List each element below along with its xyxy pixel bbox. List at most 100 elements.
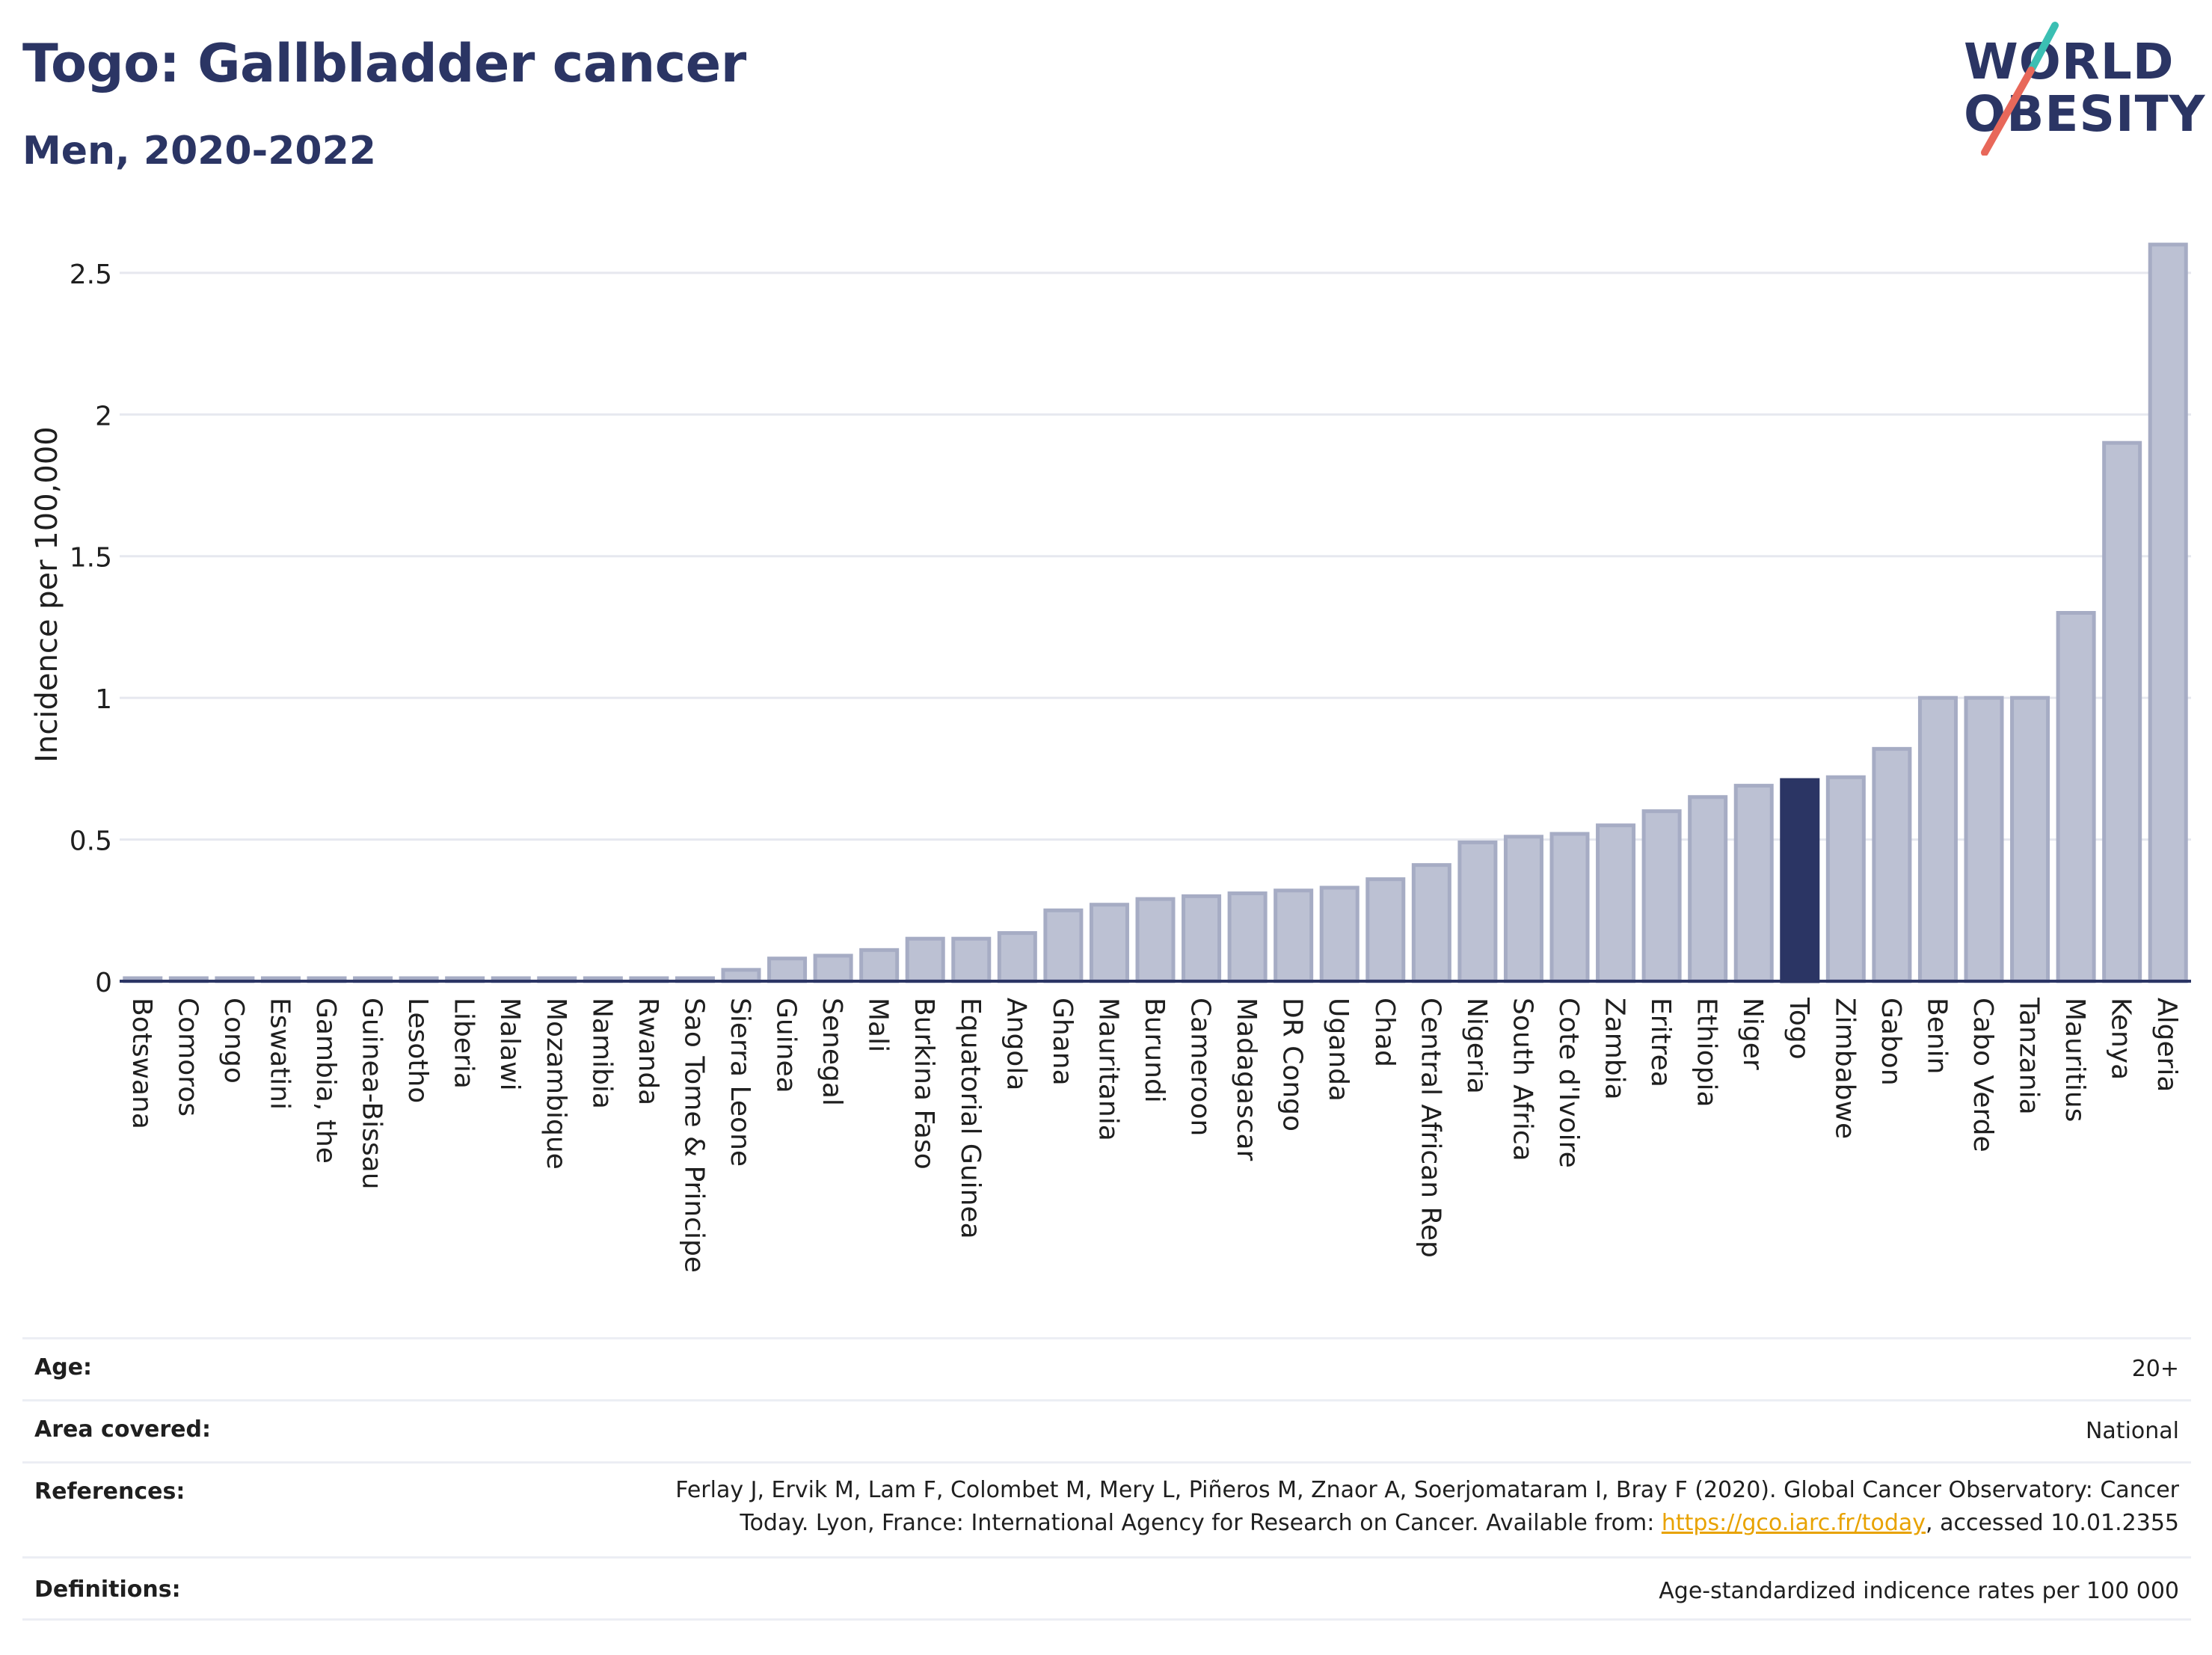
y-tick-label: 1.5 xyxy=(70,543,112,574)
info-table: Age: 20+ Area covered: National Referenc… xyxy=(22,1337,2191,1621)
x-tick-label: Togo xyxy=(1784,997,1814,1060)
area-value: National xyxy=(2085,1418,2179,1444)
definitions-value: Age-standardized indicence rates per 100… xyxy=(1659,1578,2179,1604)
bar xyxy=(1182,894,1222,983)
bar xyxy=(1365,877,1406,983)
x-tick-label: Madagascar xyxy=(1231,998,1262,1161)
bar xyxy=(951,936,992,983)
x-tick-label: Benin xyxy=(1921,998,1952,1074)
x-tick-label: Guinea-Bissau xyxy=(357,998,387,1190)
age-label: Age: xyxy=(34,1354,93,1381)
bar xyxy=(1089,903,1129,983)
x-tick-label: Ethiopia xyxy=(1692,998,1722,1108)
x-tick-label: Eswatini xyxy=(264,998,295,1110)
references-value: Ferlay J, Ervik M, Lam F, Colombet M, Me… xyxy=(675,1474,2179,1540)
info-row-definitions: Definitions: Age-standardized indicence … xyxy=(22,1559,2191,1621)
bar-chart: 0 0.5 1 1.5 2 2.5 Botswana Comoros Congo Eswatin… xyxy=(30,242,2191,1273)
bar xyxy=(1825,775,1866,983)
references-line2-post: , accessed 10.01.2355 xyxy=(1926,1510,2179,1536)
x-tick-label: Guinea xyxy=(771,998,802,1093)
x-tick-label: Uganda xyxy=(1323,998,1354,1102)
bar xyxy=(1780,778,1820,983)
bar xyxy=(1917,696,1958,983)
bar xyxy=(1135,897,1176,983)
y-tick-label: 2 xyxy=(95,401,112,432)
x-tick-label: Mauritania xyxy=(1093,998,1123,1141)
x-tick-label: Comoros xyxy=(172,998,203,1117)
info-row-age: Age: 20+ xyxy=(22,1339,2191,1401)
world-obesity-logo: WORLD OBESITY xyxy=(1952,21,2205,156)
bar xyxy=(813,954,853,983)
age-value: 20+ xyxy=(2131,1356,2179,1382)
x-tick-label: Zimbabwe xyxy=(1829,998,1860,1139)
y-axis-label: Incidence per 100,000 xyxy=(30,426,64,763)
references-line2-pre: Today. Lyon, France: International Agenc… xyxy=(740,1510,1662,1536)
x-tick-label: Gabon xyxy=(1875,998,1906,1086)
x-tick-label: Senegal xyxy=(817,998,847,1106)
x-tick-label: Chad xyxy=(1369,998,1400,1067)
x-tick-label: Central African Rep xyxy=(1415,998,1446,1258)
y-tick-label: 2.5 xyxy=(70,260,112,290)
logo-slash-icon xyxy=(1981,22,2059,156)
x-tick-label: Mali xyxy=(863,998,894,1052)
x-tick-label: Sierra Leone xyxy=(725,998,755,1167)
bar xyxy=(1964,696,2004,983)
definitions-label: Definitions: xyxy=(34,1576,181,1603)
bar xyxy=(1319,885,1360,983)
x-tick-label: Botswana xyxy=(126,998,157,1129)
bar xyxy=(2056,611,2096,983)
x-tick-label: Burkina Faso xyxy=(909,998,939,1170)
references-link[interactable]: https://gco.iarc.fr/today xyxy=(1661,1510,1926,1536)
bar xyxy=(1733,784,1774,983)
x-tick-label: Rwanda xyxy=(633,998,663,1105)
y-tick-label: 0 xyxy=(95,968,112,998)
y-tick-labels: 0 0.5 1 1.5 2 2.5 xyxy=(70,260,112,998)
bar xyxy=(1043,908,1084,983)
info-row-area: Area covered: National xyxy=(22,1401,2191,1464)
y-tick-label: 1 xyxy=(95,684,112,715)
x-tick-label: Algeria xyxy=(2151,998,2182,1093)
bar xyxy=(721,968,761,983)
x-tick-label: Gambia, the xyxy=(310,998,341,1164)
bars xyxy=(123,242,2188,983)
x-tick-label: Liberia xyxy=(449,998,479,1089)
x-tick-label: Nigeria xyxy=(1461,998,1492,1094)
x-tick-label: Zambia xyxy=(1600,998,1630,1100)
bar xyxy=(1274,888,1314,983)
x-tick-label: South Africa xyxy=(1507,998,1537,1161)
x-tick-label: Lesotho xyxy=(402,998,433,1103)
y-tick-label: 0.5 xyxy=(70,826,112,857)
x-tick-label: DR Congo xyxy=(1277,998,1308,1132)
x-tick-label: Cote d'Ivoire xyxy=(1553,998,1584,1168)
references-line1: Ferlay J, Ervik M, Lam F, Colombet M, Me… xyxy=(675,1477,2179,1503)
chart-subtitle: Men, 2020-2022 xyxy=(22,129,376,174)
x-tick-label: Cameroon xyxy=(1185,998,1216,1136)
bar xyxy=(1688,795,1728,983)
x-tick-label: Tanzania xyxy=(2014,997,2044,1115)
x-tick-label: Mozambique xyxy=(541,998,571,1170)
x-tick-label: Ghana xyxy=(1047,998,1078,1086)
bar xyxy=(767,957,808,983)
bar xyxy=(905,936,945,983)
bar xyxy=(2010,696,2050,983)
bar xyxy=(859,948,900,983)
x-tick-labels: Botswana Comoros Congo Eswatini Gambia, the G… xyxy=(126,997,2182,1273)
bar xyxy=(1227,891,1268,983)
x-tick-label: Angola xyxy=(1001,998,1031,1090)
x-tick-label: Malawi xyxy=(494,998,525,1091)
chart-title: Togo: Gallbladder cancer xyxy=(22,33,746,94)
x-tick-label: Cabo Verde xyxy=(1967,998,1998,1152)
bar xyxy=(2102,440,2142,983)
x-tick-label: Burundi xyxy=(1139,998,1170,1103)
bar xyxy=(2148,242,2188,983)
x-tick-label: Namibia xyxy=(586,998,617,1109)
logo-line1: WORLD xyxy=(1964,33,2175,90)
bar xyxy=(1596,823,1636,983)
bar xyxy=(1411,863,1451,983)
references-label: References: xyxy=(34,1479,185,1505)
x-tick-label: Kenya xyxy=(2106,998,2136,1080)
x-tick-label: Congo xyxy=(218,998,249,1084)
bar xyxy=(1457,840,1498,983)
x-tick-label: Sao Tome & Principe xyxy=(678,998,709,1273)
references-line2: Today. Lyon, France: International Agenc… xyxy=(675,1507,2179,1540)
